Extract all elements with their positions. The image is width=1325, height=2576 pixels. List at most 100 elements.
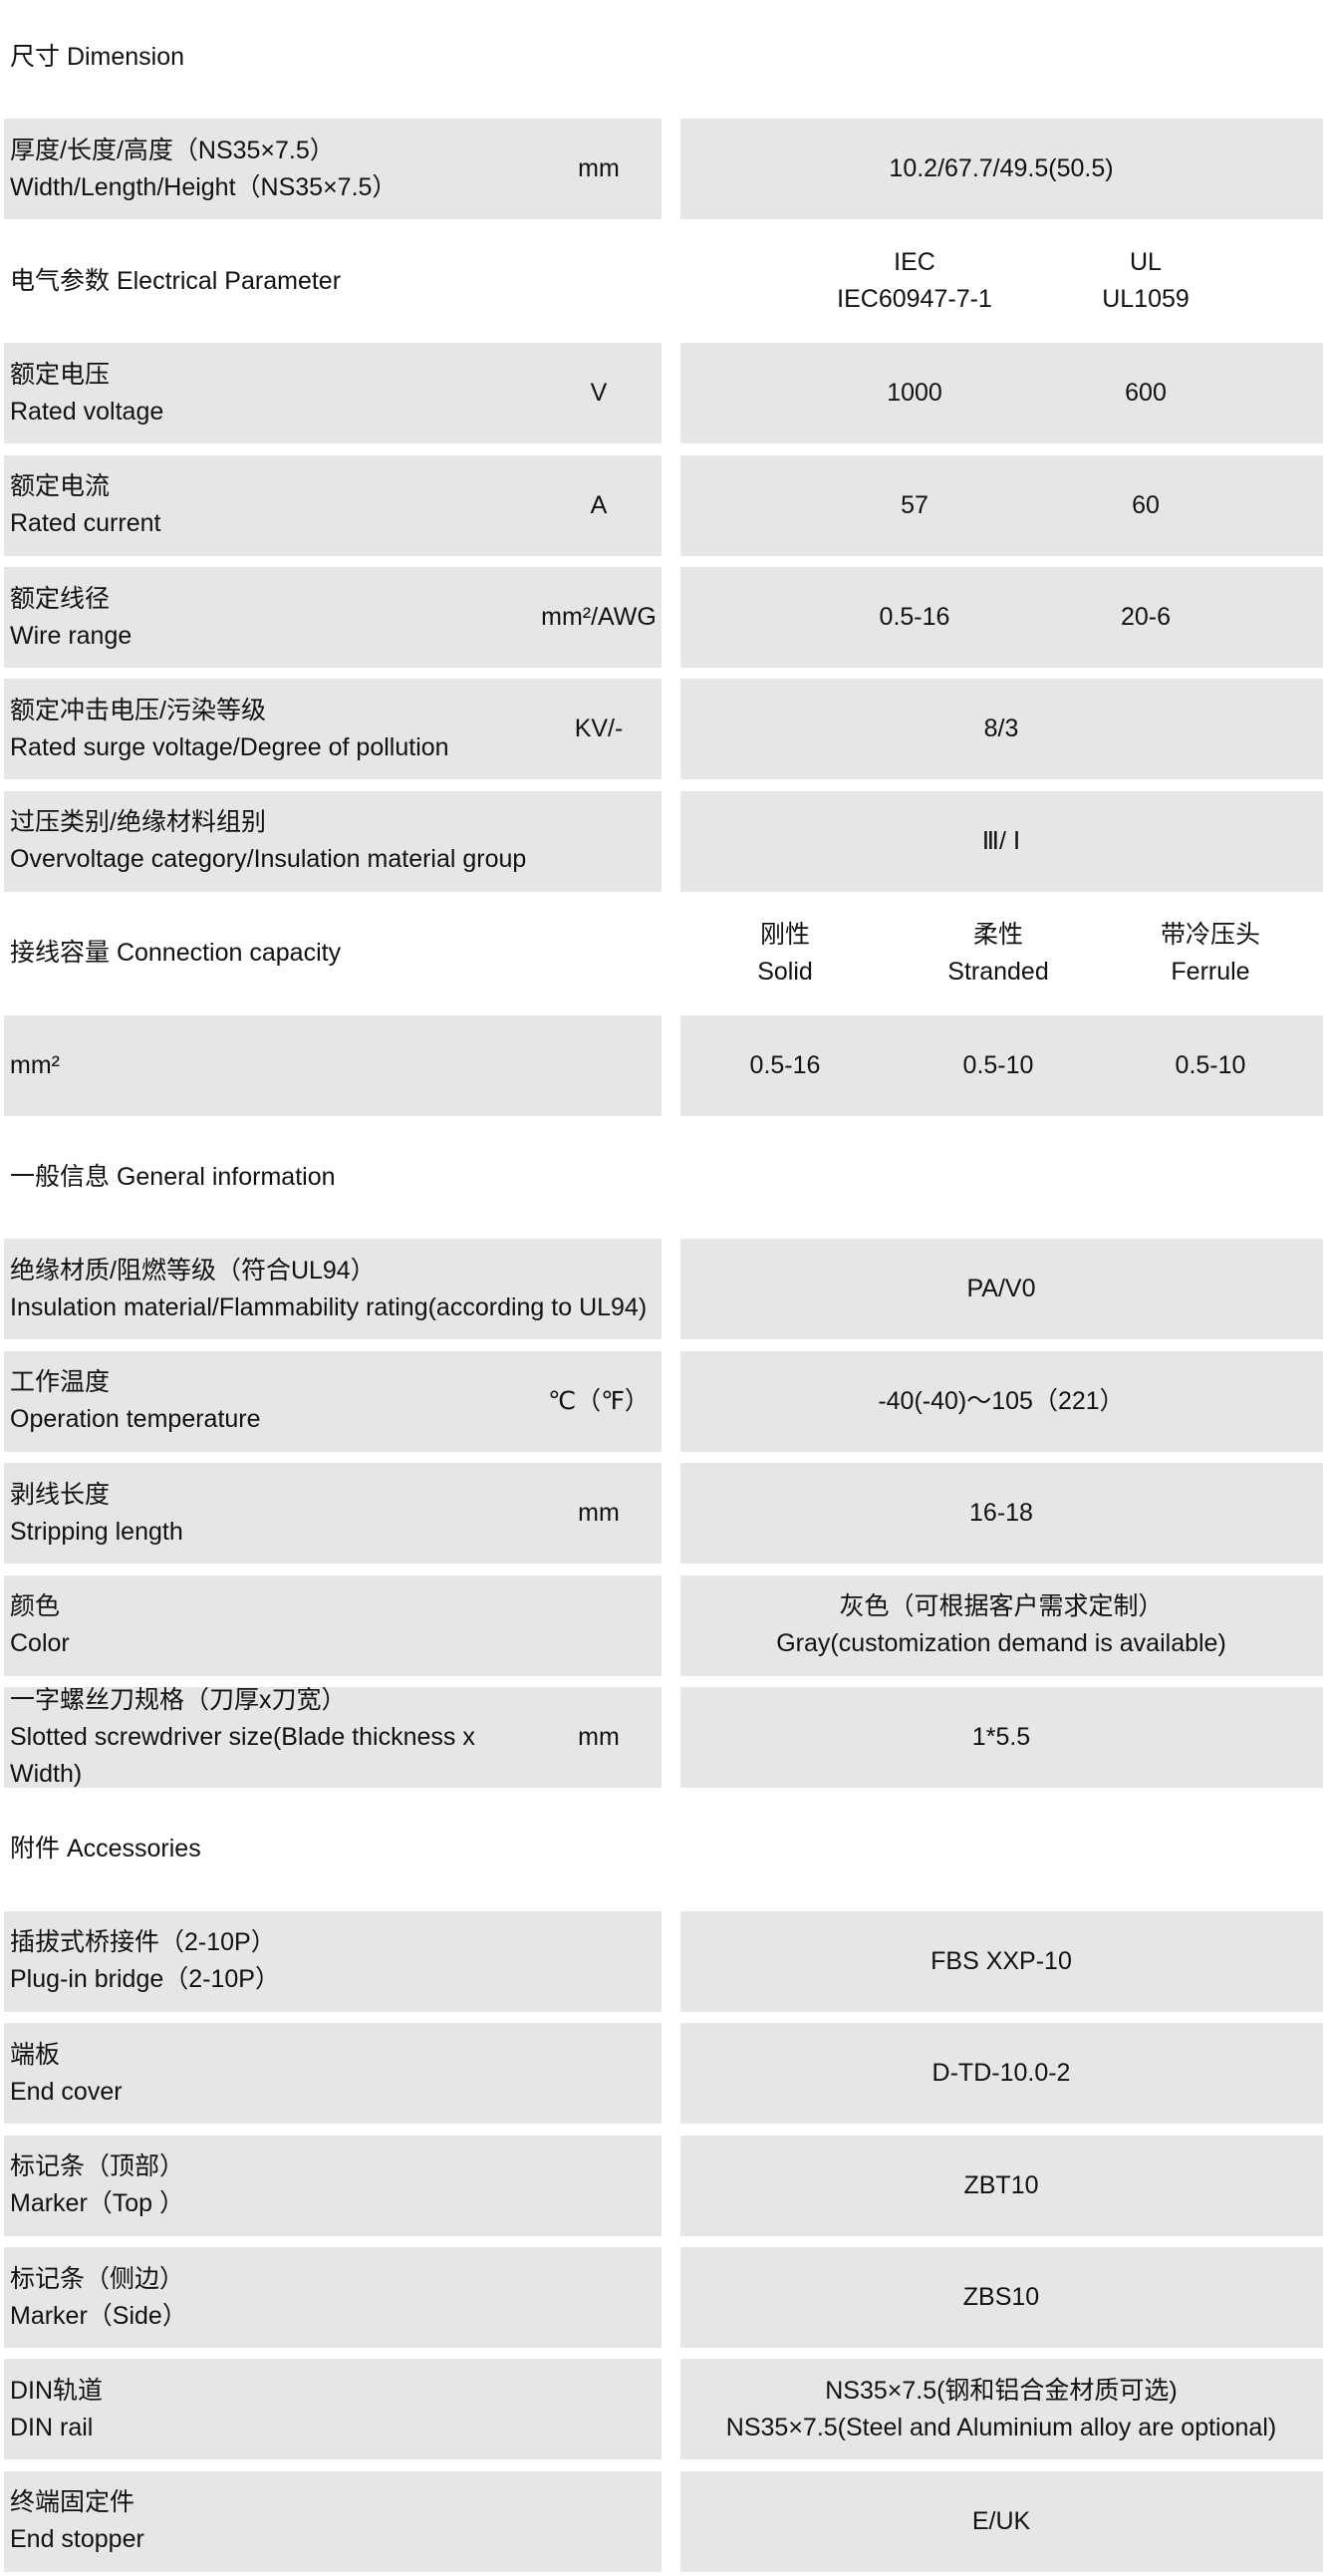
label-en: End stopper (10, 2525, 144, 2554)
label-cell: 额定电压 Rated voltage V (4, 343, 662, 444)
label-zh: 工作温度 (10, 1368, 111, 1397)
value-column: 10.2/67.7/49.5(50.5) (889, 119, 1113, 219)
value-text: 16-18 (969, 1499, 1033, 1528)
label-cell: 一般信息 General information (4, 1127, 662, 1228)
label-text: 额定电压 Rated voltage (10, 343, 548, 443)
value-cell (680, 1799, 1323, 1899)
label-cell: 额定电流 Rated current A (4, 454, 662, 556)
value-column: 刚性 Solid (757, 903, 813, 1003)
value-text: Stranded (947, 957, 1049, 986)
value-text: E/UK (971, 2506, 1031, 2535)
label-zh: 插拔式桥接件（2-10P） (10, 1928, 276, 1957)
value-cell: -40(-40)～105（221） (680, 1350, 1323, 1452)
value-text: UL1059 (1102, 285, 1190, 314)
section-header-row: 尺寸 Dimension (0, 7, 1325, 108)
label-cell: mm² (4, 1014, 662, 1116)
value-text: 0.5-16 (749, 1050, 821, 1079)
value-column: D-TD-10.0-2 (932, 2023, 1071, 2124)
value-column: IEC IEC60947-7-1 (837, 231, 992, 332)
value-cell: 0.5-16 20-6 (680, 567, 1323, 668)
label-en: Insulation material/Flammability rating(… (10, 1292, 648, 1321)
label-en: Slotted screwdriver size(Blade thickness… (10, 1723, 475, 1788)
value-text: IEC60947-7-1 (837, 285, 992, 314)
value-text: D-TD-10.0-2 (931, 2059, 1071, 2088)
label-zh: 过压类别/绝缘材料组别 (10, 808, 266, 837)
value-column: 20-6 (1121, 567, 1171, 668)
value-text: IEC (894, 248, 935, 277)
label-zh: 额定冲击电压/污染等级 (10, 696, 266, 724)
label-text: 接线容量 Connection capacity (10, 903, 658, 1003)
label-en: Width/Length/Height（NS35×7.5） (10, 172, 398, 201)
label-text: 一字螺丝刀规格（刀厚x刀宽） Slotted screwdriver size(B… (10, 1687, 548, 1788)
unit-label: A (590, 490, 608, 519)
value-text: NS35×7.5(Steel and Aluminium alloy are o… (725, 2413, 1277, 2441)
value-column: ZBT10 (963, 2136, 1038, 2236)
label-cell: 终端固定件 End stopper (4, 2470, 662, 2572)
label-en: End cover (10, 2077, 123, 2106)
spec-row: 一字螺丝刀规格（刀厚x刀宽） Slotted screwdriver size(B… (0, 1687, 1325, 1788)
value-text: 1000 (887, 379, 942, 408)
label-en: Color (10, 1629, 70, 1658)
label-text: 附件 Accessories (10, 1799, 658, 1899)
value-text: Ferrule (1171, 957, 1250, 986)
label-text: 剥线长度 Stripping length (10, 1463, 548, 1564)
value-cell: 刚性 Solid 柔性 Stranded 带冷压头 Ferrule (680, 903, 1323, 1003)
spec-row: 标记条（侧边） Marker（Side） ZBS10 (0, 2247, 1325, 2348)
section-title: 接线容量 Connection capacity (10, 939, 342, 968)
value-text: 600 (1125, 379, 1167, 408)
label-cell: 工作温度 Operation temperature ℃（℉） (4, 1350, 662, 1452)
label-text: 工作温度 Operation temperature (10, 1351, 548, 1452)
unit-label: ℃（℉） (548, 1386, 650, 1415)
value-cell: ZBS10 (680, 2247, 1323, 2348)
value-text: 带冷压头 (1160, 920, 1261, 949)
label-zh: 端板 (10, 2040, 61, 2069)
spec-row: 额定线径 Wire range mm²/AWG 0.5-16 20-6 (0, 567, 1325, 668)
value-cell (680, 7, 1323, 108)
unit-label: mm²/AWG (541, 603, 657, 631)
label-text: 终端固定件 End stopper (10, 2471, 658, 2572)
label-en: Marker（Side） (10, 2301, 187, 2330)
value-column: Ⅲ/ Ⅰ (982, 791, 1021, 892)
label-zh: 终端固定件 (10, 2488, 135, 2517)
section-title: 尺寸 Dimension (10, 43, 185, 71)
value-text: -40(-40)～105（221） (878, 1386, 1125, 1415)
label-zh: 标记条（顶部） (10, 2152, 185, 2181)
spec-row: DIN轨道 DIN rail NS35×7.5(钢和铝合金材质可选) NS35×7.5… (0, 2359, 1325, 2460)
value-text: 刚性 (759, 920, 810, 949)
label-text: 标记条（顶部） Marker（Top ） (10, 2136, 658, 2236)
label-text: 额定冲击电压/污染等级 Rated surge voltage/Degree of… (10, 679, 548, 779)
label-cell: 一字螺丝刀规格（刀厚x刀宽） Slotted screwdriver size(B… (4, 1687, 662, 1788)
value-text: Ⅲ/ Ⅰ (981, 826, 1021, 855)
spec-row: 工作温度 Operation temperature ℃（℉） -40(-40)～10… (0, 1350, 1325, 1452)
label-cell: 额定冲击电压/污染等级 Rated surge voltage/Degree of… (4, 679, 662, 780)
section-header-row: 接线容量 Connection capacity 刚性 Solid 柔性 Strande… (0, 903, 1325, 1003)
unit-label: mm (578, 1499, 620, 1528)
spec-row: 厚度/长度/高度（NS35×7.5） Width/Length/Height（NS… (0, 119, 1325, 220)
label-cell: DIN轨道 DIN rail (4, 2359, 662, 2460)
label-text: 标记条（侧边） Marker（Side） (10, 2247, 658, 2348)
label-cell: 标记条（顶部） Marker（Top ） (4, 2135, 662, 2236)
unit-label: KV/- (574, 715, 624, 743)
value-column: 57 (901, 455, 928, 556)
spec-row: 标记条（顶部） Marker（Top ） ZBT10 (0, 2135, 1325, 2236)
spec-row: 终端固定件 End stopper E/UK (0, 2470, 1325, 2572)
label-en: DIN rail (10, 2413, 94, 2441)
label-en: Plug-in bridge（2-10P） (10, 1965, 280, 1994)
spec-row: 剥线长度 Stripping length mm 16-18 (0, 1463, 1325, 1565)
value-text: Solid (757, 957, 813, 986)
value-text: 1*5.5 (971, 1723, 1031, 1751)
value-text: UL (1130, 248, 1162, 277)
label-en: Rated current (10, 509, 161, 538)
value-column: E/UK (972, 2471, 1030, 2572)
value-column: 600 (1125, 343, 1167, 443)
label-cell: 额定线径 Wire range mm²/AWG (4, 567, 662, 668)
section-title: 电气参数 Electrical Parameter (10, 266, 342, 295)
value-column: FBS XXP-10 (930, 1911, 1072, 2012)
spec-row: 插拔式桥接件（2-10P） Plug-in bridge（2-10P） FBS XX… (0, 1910, 1325, 2012)
value-text: PA/V0 (966, 1275, 1036, 1303)
label-en: Wire range (10, 621, 132, 650)
value-cell: PA/V0 (680, 1239, 1323, 1340)
value-column: PA/V0 (966, 1239, 1035, 1339)
label-zh: 颜色 (10, 1592, 61, 1621)
unit-label: mm (578, 154, 620, 183)
